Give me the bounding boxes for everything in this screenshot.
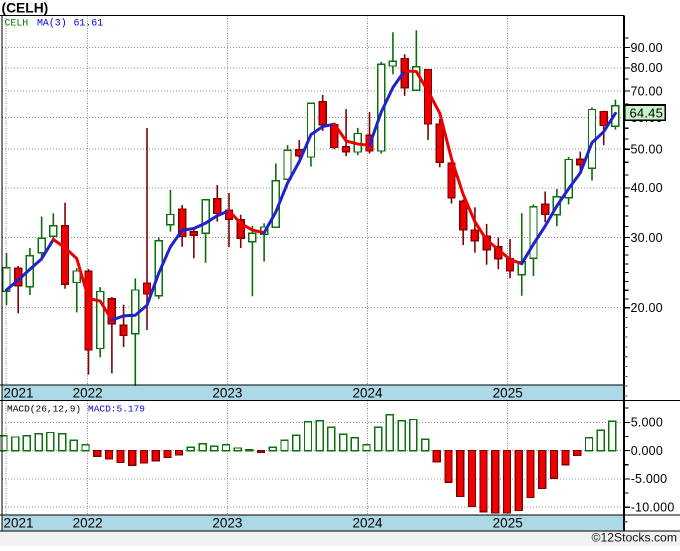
svg-text:0.000: 0.000 [631, 444, 663, 458]
svg-text:2022: 2022 [73, 516, 103, 531]
svg-text:80.00: 80.00 [631, 61, 663, 75]
svg-text:(CELH): (CELH) [2, 1, 49, 16]
svg-text:30.00: 30.00 [631, 231, 663, 245]
svg-text:2021: 2021 [4, 516, 34, 531]
svg-text:2023: 2023 [212, 516, 242, 531]
svg-text:70.00: 70.00 [631, 84, 663, 98]
svg-text:CELH: CELH [5, 18, 29, 29]
svg-text:90.00: 90.00 [631, 41, 663, 55]
svg-text:MACD(26,12,9): MACD(26,12,9) [7, 404, 81, 415]
svg-text:2025: 2025 [493, 516, 523, 531]
svg-text:61.61: 61.61 [74, 18, 104, 29]
svg-text:5.000: 5.000 [631, 416, 663, 430]
svg-text:-10.000: -10.000 [631, 501, 675, 515]
svg-text:50.00: 50.00 [631, 143, 663, 157]
svg-text:20.00: 20.00 [631, 301, 663, 315]
svg-text:2022: 2022 [73, 386, 103, 401]
svg-text:40.00: 40.00 [631, 181, 663, 195]
svg-text:2024: 2024 [352, 386, 383, 401]
svg-text:64.45: 64.45 [630, 106, 664, 121]
svg-text:©12Stocks.com: ©12Stocks.com [591, 531, 677, 545]
svg-text:2024: 2024 [352, 516, 383, 531]
svg-text:2023: 2023 [212, 386, 242, 401]
svg-text:2021: 2021 [4, 386, 34, 401]
svg-text:MACD:5.179: MACD:5.179 [88, 404, 145, 415]
svg-text:MA(3): MA(3) [37, 18, 67, 29]
svg-text:-5.000: -5.000 [631, 472, 668, 486]
svg-text:2025: 2025 [493, 386, 523, 401]
